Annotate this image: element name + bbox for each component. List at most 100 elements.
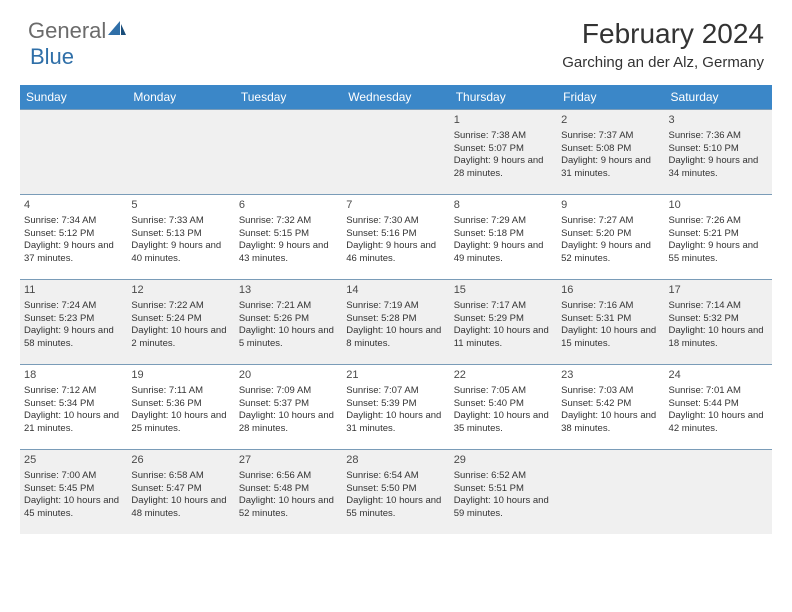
day-cell: 4Sunrise: 7:34 AMSunset: 5:12 PMDaylight… xyxy=(20,195,127,279)
sunset-text: Sunset: 5:23 PM xyxy=(24,313,123,326)
sunrise-text: Sunrise: 7:07 AM xyxy=(346,385,445,398)
sunrise-text: Sunrise: 7:27 AM xyxy=(561,215,660,228)
dow-saturday: Saturday xyxy=(665,85,772,109)
sunrise-text: Sunrise: 7:30 AM xyxy=(346,215,445,228)
sunset-text: Sunset: 5:48 PM xyxy=(239,483,338,496)
day-number: 8 xyxy=(454,198,553,213)
daylight-text: Daylight: 10 hours and 38 minutes. xyxy=(561,410,660,436)
weeks-container: 1Sunrise: 7:38 AMSunset: 5:07 PMDaylight… xyxy=(20,109,772,534)
day-cell: 16Sunrise: 7:16 AMSunset: 5:31 PMDayligh… xyxy=(557,280,664,364)
logo-text-blue: Blue xyxy=(30,44,74,70)
day-cell: 6Sunrise: 7:32 AMSunset: 5:15 PMDaylight… xyxy=(235,195,342,279)
day-number: 3 xyxy=(669,113,768,128)
day-number: 19 xyxy=(131,368,230,383)
daylight-text: Daylight: 9 hours and 40 minutes. xyxy=(131,240,230,266)
sunrise-text: Sunrise: 7:11 AM xyxy=(131,385,230,398)
sunrise-text: Sunrise: 7:34 AM xyxy=(24,215,123,228)
daylight-text: Daylight: 9 hours and 28 minutes. xyxy=(454,155,553,181)
day-cell: 23Sunrise: 7:03 AMSunset: 5:42 PMDayligh… xyxy=(557,365,664,449)
day-number: 21 xyxy=(346,368,445,383)
sunrise-text: Sunrise: 7:09 AM xyxy=(239,385,338,398)
sunset-text: Sunset: 5:50 PM xyxy=(346,483,445,496)
empty-cell xyxy=(557,450,664,534)
sunset-text: Sunset: 5:07 PM xyxy=(454,143,553,156)
empty-cell xyxy=(20,110,127,194)
day-cell: 24Sunrise: 7:01 AMSunset: 5:44 PMDayligh… xyxy=(665,365,772,449)
dow-wednesday: Wednesday xyxy=(342,85,449,109)
day-cell: 25Sunrise: 7:00 AMSunset: 5:45 PMDayligh… xyxy=(20,450,127,534)
day-cell: 2Sunrise: 7:37 AMSunset: 5:08 PMDaylight… xyxy=(557,110,664,194)
sunset-text: Sunset: 5:13 PM xyxy=(131,228,230,241)
daylight-text: Daylight: 10 hours and 2 minutes. xyxy=(131,325,230,351)
week-row: 11Sunrise: 7:24 AMSunset: 5:23 PMDayligh… xyxy=(20,279,772,364)
day-cell: 10Sunrise: 7:26 AMSunset: 5:21 PMDayligh… xyxy=(665,195,772,279)
logo-sail-icon xyxy=(106,19,128,37)
sunset-text: Sunset: 5:08 PM xyxy=(561,143,660,156)
day-cell: 8Sunrise: 7:29 AMSunset: 5:18 PMDaylight… xyxy=(450,195,557,279)
daylight-text: Daylight: 9 hours and 37 minutes. xyxy=(24,240,123,266)
sunset-text: Sunset: 5:18 PM xyxy=(454,228,553,241)
day-number: 7 xyxy=(346,198,445,213)
daylight-text: Daylight: 10 hours and 31 minutes. xyxy=(346,410,445,436)
sunrise-text: Sunrise: 7:38 AM xyxy=(454,130,553,143)
day-cell: 9Sunrise: 7:27 AMSunset: 5:20 PMDaylight… xyxy=(557,195,664,279)
day-number: 28 xyxy=(346,453,445,468)
empty-cell xyxy=(342,110,449,194)
day-of-week-header: SundayMondayTuesdayWednesdayThursdayFrid… xyxy=(20,85,772,109)
day-number: 25 xyxy=(24,453,123,468)
day-number: 20 xyxy=(239,368,338,383)
sunrise-text: Sunrise: 7:21 AM xyxy=(239,300,338,313)
daylight-text: Daylight: 10 hours and 15 minutes. xyxy=(561,325,660,351)
title-block: February 2024 Garching an der Alz, Germa… xyxy=(562,18,764,71)
day-cell: 11 Sunrise: 7:24 AMSunset: 5:23 PMDayligh… xyxy=(20,280,127,364)
sunset-text: Sunset: 5:26 PM xyxy=(239,313,338,326)
dow-thursday: Thursday xyxy=(450,85,557,109)
day-number: 2 xyxy=(561,113,660,128)
day-number: 24 xyxy=(669,368,768,383)
sunrise-text: Sunrise: 7:17 AM xyxy=(454,300,553,313)
sunrise-text: Sunrise: 7:33 AM xyxy=(131,215,230,228)
empty-cell xyxy=(127,110,234,194)
sunrise-text: Sunrise: 6:52 AM xyxy=(454,470,553,483)
dow-friday: Friday xyxy=(557,85,664,109)
day-cell: 5Sunrise: 7:33 AMSunset: 5:13 PMDaylight… xyxy=(127,195,234,279)
sunset-text: Sunset: 5:10 PM xyxy=(669,143,768,156)
daylight-text: Daylight: 9 hours and 43 minutes. xyxy=(239,240,338,266)
day-cell: 29Sunrise: 6:52 AMSunset: 5:51 PMDayligh… xyxy=(450,450,557,534)
day-number: 9 xyxy=(561,198,660,213)
sunrise-text: Sunrise: 7:16 AM xyxy=(561,300,660,313)
sunrise-text: Sunrise: 7:26 AM xyxy=(669,215,768,228)
daylight-text: Daylight: 10 hours and 45 minutes. xyxy=(24,495,123,521)
day-number: 22 xyxy=(454,368,553,383)
sunrise-text: Sunrise: 7:01 AM xyxy=(669,385,768,398)
sunset-text: Sunset: 5:24 PM xyxy=(131,313,230,326)
daylight-text: Daylight: 10 hours and 25 minutes. xyxy=(131,410,230,436)
daylight-text: Daylight: 10 hours and 21 minutes. xyxy=(24,410,123,436)
day-cell: 18Sunrise: 7:12 AMSunset: 5:34 PMDayligh… xyxy=(20,365,127,449)
sunrise-text: Sunrise: 7:05 AM xyxy=(454,385,553,398)
week-row: 25Sunrise: 7:00 AMSunset: 5:45 PMDayligh… xyxy=(20,449,772,534)
day-number: 17 xyxy=(669,283,768,298)
daylight-text: Daylight: 10 hours and 8 minutes. xyxy=(346,325,445,351)
day-number: 26 xyxy=(131,453,230,468)
sunset-text: Sunset: 5:42 PM xyxy=(561,398,660,411)
sunrise-text: Sunrise: 7:24 AM xyxy=(24,300,123,313)
day-cell: 13Sunrise: 7:21 AMSunset: 5:26 PMDayligh… xyxy=(235,280,342,364)
daylight-text: Daylight: 10 hours and 48 minutes. xyxy=(131,495,230,521)
daylight-text: Daylight: 10 hours and 59 minutes. xyxy=(454,495,553,521)
sunrise-text: Sunrise: 6:58 AM xyxy=(131,470,230,483)
day-number: 10 xyxy=(669,198,768,213)
sunset-text: Sunset: 5:21 PM xyxy=(669,228,768,241)
day-number: 12 xyxy=(131,283,230,298)
day-cell: 27Sunrise: 6:56 AMSunset: 5:48 PMDayligh… xyxy=(235,450,342,534)
daylight-text: Daylight: 9 hours and 58 minutes. xyxy=(24,325,123,351)
day-cell: 15Sunrise: 7:17 AMSunset: 5:29 PMDayligh… xyxy=(450,280,557,364)
day-cell: 14Sunrise: 7:19 AMSunset: 5:28 PMDayligh… xyxy=(342,280,449,364)
day-cell: 28Sunrise: 6:54 AMSunset: 5:50 PMDayligh… xyxy=(342,450,449,534)
day-number: 11 xyxy=(24,283,123,298)
sunset-text: Sunset: 5:29 PM xyxy=(454,313,553,326)
day-number: 29 xyxy=(454,453,553,468)
sunrise-text: Sunrise: 7:29 AM xyxy=(454,215,553,228)
sunset-text: Sunset: 5:32 PM xyxy=(669,313,768,326)
day-number: 18 xyxy=(24,368,123,383)
